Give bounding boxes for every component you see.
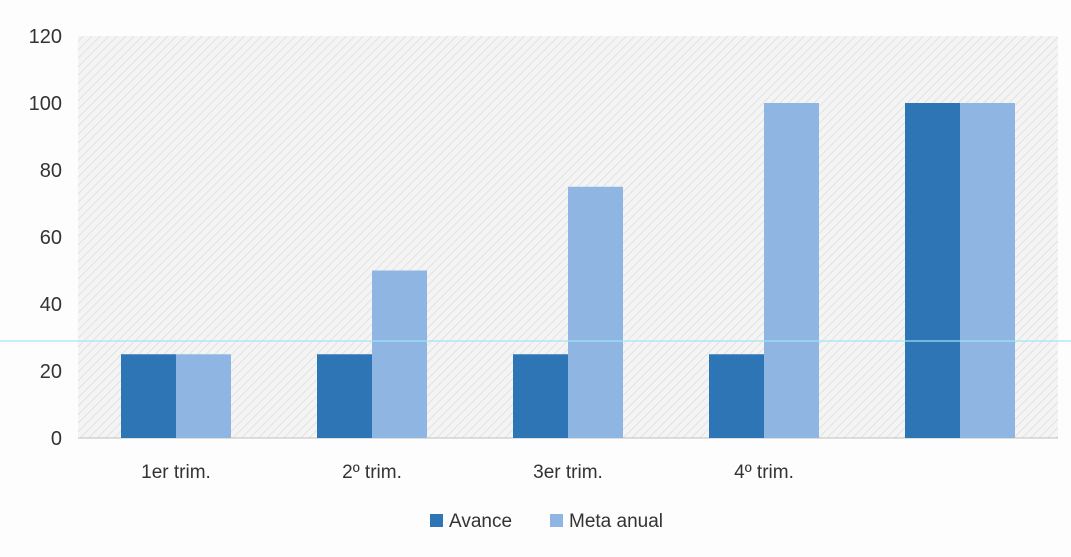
- x-category-label: 2º trim.: [342, 462, 402, 483]
- y-tick-label: 120: [29, 26, 62, 48]
- y-tick-label: 20: [40, 361, 62, 383]
- bar-avance: [121, 354, 176, 438]
- bar-meta-anual: [568, 186, 623, 438]
- bar-avance: [709, 354, 764, 438]
- bar-meta-anual: [176, 354, 231, 438]
- x-category-label: 3er trim.: [533, 462, 603, 483]
- y-tick-label: 80: [40, 160, 62, 182]
- x-category-label: 4º trim.: [734, 462, 794, 483]
- y-tick-label: 40: [40, 294, 62, 316]
- bar-avance: [513, 354, 568, 438]
- y-tick-label: 100: [29, 93, 62, 115]
- bar-meta-anual: [764, 103, 819, 438]
- legend-label: Meta anual: [569, 511, 663, 532]
- legend-label: Avance: [449, 511, 512, 532]
- y-tick-label: 60: [40, 227, 62, 249]
- y-tick-label: 0: [51, 428, 62, 450]
- legend-swatch: [430, 514, 443, 527]
- bar-meta-anual: [372, 270, 427, 438]
- bar-meta-anual: [960, 103, 1015, 438]
- bar-avance: [317, 354, 372, 438]
- legend-swatch: [550, 514, 563, 527]
- bar-avance: [905, 103, 960, 438]
- x-category-label: 1er trim.: [141, 462, 211, 483]
